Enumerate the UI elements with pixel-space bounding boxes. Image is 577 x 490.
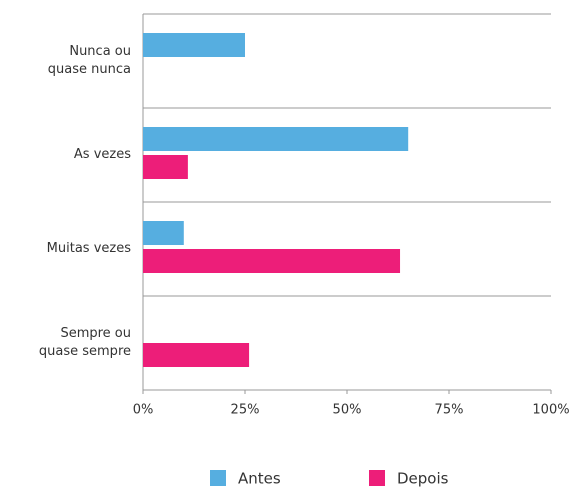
x-tick-label: 25% [231, 403, 260, 418]
legend-swatch [210, 470, 226, 486]
bar [143, 343, 250, 367]
legend-label: Antes [238, 470, 281, 488]
legend-label: Depois [397, 470, 449, 488]
x-tick-label: 100% [532, 403, 569, 418]
bar [143, 221, 184, 245]
x-tick-label: 75% [435, 403, 464, 418]
x-tick-label: 0% [133, 403, 154, 418]
legend-swatch [369, 470, 385, 486]
category-label: Nunca ou quase nunca [47, 44, 131, 77]
category-label: Sempre ou quase sempre [38, 326, 131, 359]
x-tick-label: 50% [333, 403, 362, 418]
category-label: Muitas vezes [46, 241, 131, 256]
category-label: As vezes [73, 147, 131, 162]
bar [143, 155, 188, 179]
bar [143, 127, 409, 151]
bar [143, 33, 245, 57]
bar [143, 249, 401, 273]
